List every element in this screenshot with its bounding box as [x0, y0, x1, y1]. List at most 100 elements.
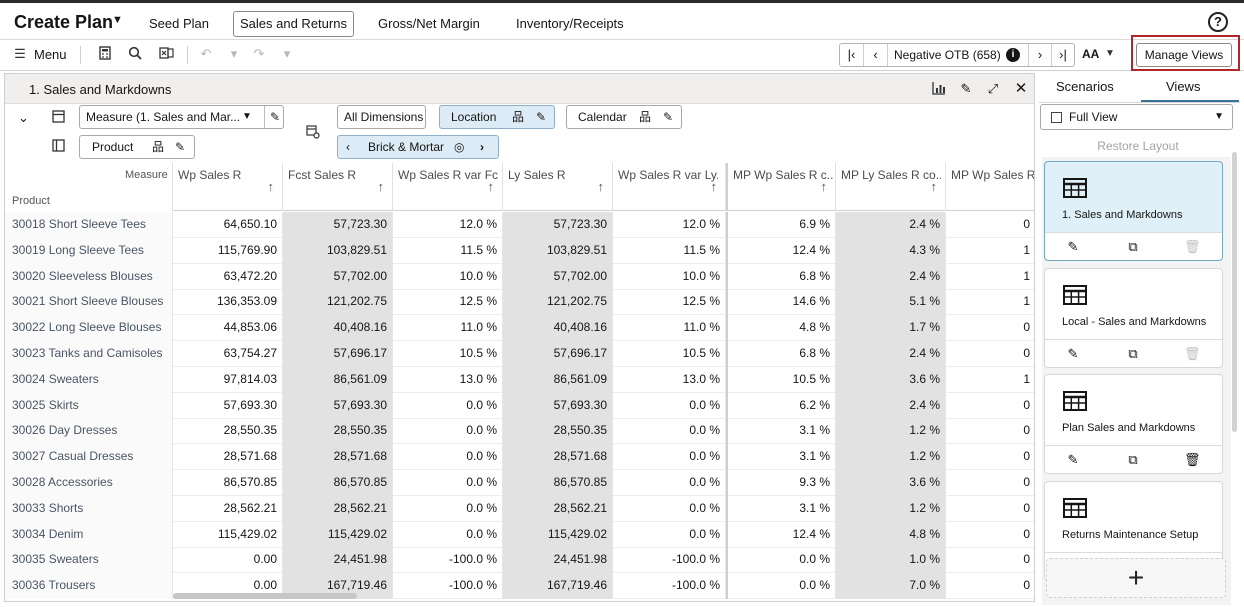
column-header[interactable]: Wp Sales R var Fc... ↑ — [393, 163, 503, 211]
hamburger-menu-icon[interactable]: ☰ — [14, 46, 26, 61]
table-cell[interactable]: 0.0 % — [613, 521, 726, 548]
table-cell[interactable]: -100.0 % — [613, 547, 726, 574]
table-cell[interactable]: 28,571.68 — [173, 444, 283, 471]
column-header[interactable]: Fcst Sales R ↑ — [283, 163, 393, 211]
table-cell[interactable]: 0.00 — [173, 573, 283, 600]
hierarchy-icon[interactable]: 品 — [512, 110, 525, 124]
table-cell[interactable]: 5.1 % — [836, 289, 946, 316]
table-cell[interactable]: 12.5 % — [393, 289, 503, 316]
previous-record-icon[interactable]: ‹ — [864, 44, 888, 66]
table-cell[interactable]: 28,562.21 — [503, 495, 613, 522]
previous-location-icon[interactable]: ‹ — [346, 140, 350, 154]
table-cell[interactable]: 57,702.00 — [283, 263, 393, 290]
table-cell[interactable]: 28,550.35 — [503, 418, 613, 445]
table-cell[interactable]: 4.8 % — [726, 315, 836, 342]
table-cell[interactable]: 11.5 % — [393, 237, 503, 264]
table-cell[interactable]: 86,561.09 — [503, 366, 613, 393]
first-record-icon[interactable]: |‹ — [840, 44, 864, 66]
hierarchy-icon[interactable]: 品 — [152, 140, 165, 154]
table-cell[interactable]: 1.7 % — [836, 315, 946, 342]
table-cell[interactable]: 40,408.16 — [503, 315, 613, 342]
duplicate-view-icon[interactable]: ⧉ — [1128, 345, 1138, 361]
tab-views[interactable]: Views — [1166, 79, 1201, 94]
table-cell[interactable]: 0 — [946, 418, 1034, 444]
table-cell[interactable]: 136,353.09 — [173, 289, 283, 316]
tab-seed-plan[interactable]: Seed Plan — [149, 16, 209, 31]
table-cell[interactable]: 44,853.06 — [173, 315, 283, 342]
table-cell[interactable]: 0.0 % — [613, 418, 726, 445]
table-cell[interactable]: 57,693.30 — [503, 392, 613, 419]
table-cell[interactable]: 11.5 % — [613, 237, 726, 264]
table-cell[interactable]: 28,562.21 — [173, 495, 283, 522]
table-cell[interactable]: 24,451.98 — [283, 547, 393, 574]
table-cell[interactable]: 12.4 % — [726, 237, 836, 264]
table-cell[interactable]: 24,451.98 — [503, 547, 613, 574]
product-name-cell[interactable]: 30027 Casual Dresses — [5, 444, 173, 471]
table-cell[interactable]: 12.5 % — [613, 289, 726, 316]
table-cell[interactable]: 10.5 % — [726, 366, 836, 393]
view-card[interactable]: Local - Sales and Markdowns ✎ ⧉ 🗑 — [1044, 267, 1223, 368]
product-name-cell[interactable]: 30035 Sweaters — [5, 547, 173, 574]
all-dimensions-button[interactable]: All Dimensions — [337, 105, 426, 129]
table-cell[interactable]: 12.0 % — [613, 212, 726, 238]
pencil-icon[interactable]: ✎ — [536, 110, 547, 124]
table-cell[interactable]: 121,202.75 — [503, 289, 613, 316]
table-cell[interactable]: 10.5 % — [613, 341, 726, 367]
tab-gross-net-margin[interactable]: Gross/Net Margin — [378, 16, 480, 31]
table-cell[interactable]: 0.0 % — [393, 444, 503, 471]
excel-export-icon[interactable] — [158, 46, 174, 62]
full-view-checkbox[interactable] — [1051, 112, 1062, 123]
table-cell[interactable]: 6.2 % — [726, 392, 836, 419]
table-cell[interactable]: 115,429.02 — [173, 521, 283, 548]
sort-arrow-icon[interactable]: ↑ — [377, 179, 385, 194]
table-cell[interactable]: 28,562.21 — [283, 495, 393, 522]
font-size-icon[interactable]: AA — [1082, 47, 1100, 61]
column-header[interactable]: Wp Sales R var Ly... ↑ — [613, 163, 726, 211]
duplicate-view-icon[interactable]: ⧉ — [1128, 239, 1138, 254]
table-cell[interactable]: 86,570.85 — [283, 470, 393, 496]
manage-views-button[interactable]: Manage Views — [1136, 43, 1232, 67]
table-cell[interactable]: 0.00 — [173, 547, 283, 574]
table-cell[interactable]: 2.4 % — [836, 392, 946, 419]
sort-arrow-icon[interactable]: ↑ — [710, 179, 718, 194]
table-cell[interactable]: 103,829.51 — [283, 237, 393, 264]
table-cell[interactable]: 14.6 % — [726, 289, 836, 316]
tab-scenarios[interactable]: Scenarios — [1056, 79, 1114, 94]
table-cell[interactable]: 57,693.30 — [173, 392, 283, 419]
table-cell[interactable]: 0.0 % — [393, 495, 503, 522]
table-cell[interactable]: 0.0 % — [393, 392, 503, 419]
add-view-button[interactable]: + — [1046, 558, 1226, 598]
table-cell[interactable]: 0 — [946, 212, 1034, 238]
table-cell[interactable]: 10.0 % — [393, 263, 503, 290]
table-cell[interactable]: 57,723.30 — [283, 212, 393, 238]
product-name-cell[interactable]: 30018 Short Sleeve Tees — [5, 212, 173, 238]
product-name-cell[interactable]: 30020 Sleeveless Blouses — [5, 263, 173, 290]
column-header[interactable]: Ly Sales R ↑ — [503, 163, 613, 211]
table-cell[interactable]: 6.8 % — [726, 263, 836, 290]
table-cell[interactable]: 0 — [946, 470, 1034, 496]
table-cell[interactable]: 63,754.27 — [173, 341, 283, 367]
table-cell[interactable]: 86,570.85 — [503, 470, 613, 496]
calculator-icon[interactable] — [97, 46, 113, 62]
delete-view-icon[interactable]: 🗑 — [1184, 452, 1201, 467]
target-icon[interactable]: ◎ — [454, 140, 465, 154]
table-cell[interactable]: 6.9 % — [726, 212, 836, 238]
table-cell[interactable]: 0 — [946, 496, 1034, 522]
table-cell[interactable]: 1 — [946, 289, 1034, 315]
table-cell[interactable]: 2.4 % — [836, 212, 946, 238]
redo-icon[interactable]: ↷ — [253, 46, 265, 61]
table-cell[interactable]: 1 — [946, 367, 1034, 393]
product-name-cell[interactable]: 30022 Long Sleeve Blouses — [5, 315, 173, 342]
table-cell[interactable]: 0 — [946, 547, 1034, 573]
view-card[interactable]: 1. Sales and Markdowns ✎ ⧉ 🗑 — [1044, 161, 1223, 261]
close-icon[interactable]: ✕ — [1014, 80, 1028, 97]
table-cell[interactable]: 7.0 % — [836, 573, 946, 600]
plan-dropdown-caret-icon[interactable]: ▼ — [112, 14, 123, 26]
table-cell[interactable]: 3.1 % — [726, 418, 836, 445]
tab-sales-and-returns[interactable]: Sales and Returns — [233, 11, 354, 37]
table-cell[interactable]: 1.2 % — [836, 495, 946, 522]
table-cell[interactable]: 40,408.16 — [283, 315, 393, 342]
table-cell[interactable]: 0.0 % — [726, 547, 836, 574]
table-cell[interactable]: 4.8 % — [836, 521, 946, 548]
table-cell[interactable]: 86,561.09 — [283, 366, 393, 393]
